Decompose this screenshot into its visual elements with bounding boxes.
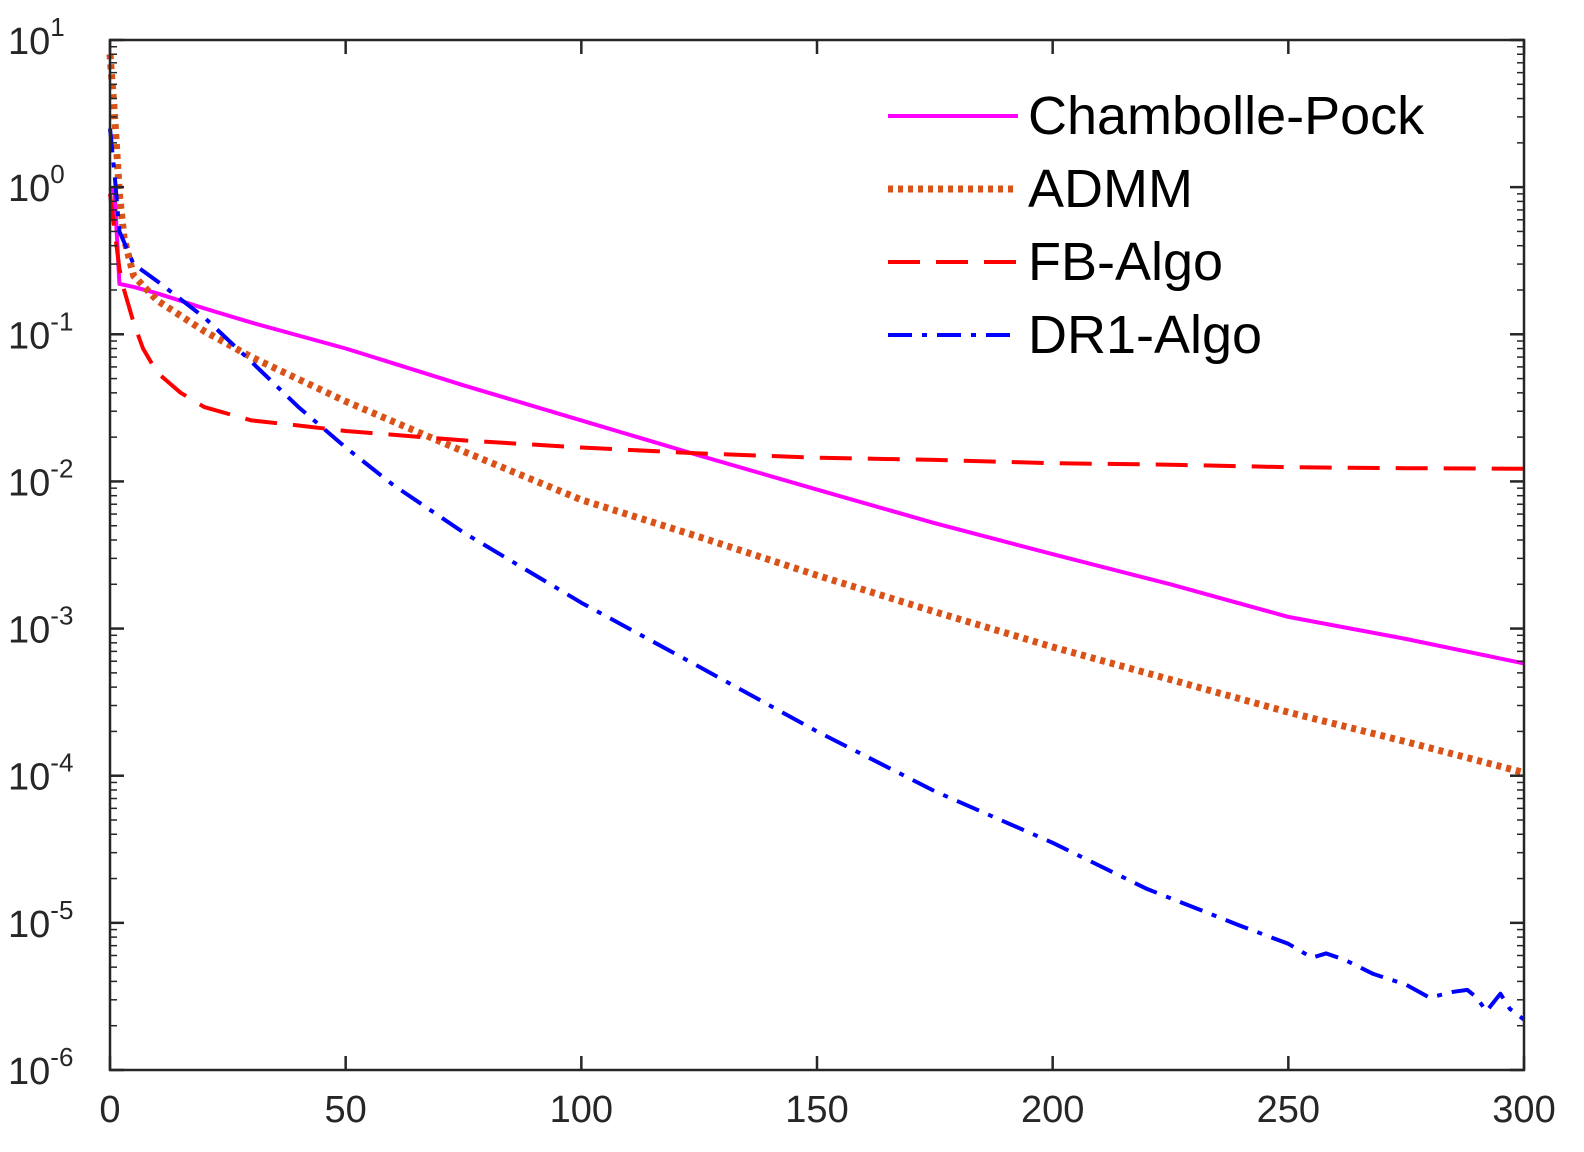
x-tick-label: 50 [325, 1089, 367, 1131]
series-layer [106, 54, 1526, 1022]
x-tick-label: 250 [1257, 1089, 1320, 1131]
y-tick-label: 10-4 [8, 748, 73, 799]
y-axis: 101 100 10-1 10-2 10-3 10-4 10-5 10-6 [8, 12, 1524, 1093]
legend-label-chambolle-pock: Chambolle-Pock [1028, 86, 1425, 146]
x-tick-label: 100 [550, 1089, 613, 1131]
series-line-chambolle-pock [108, 185, 1525, 666]
legend-label-dr1-algo: DR1-Algo [1028, 305, 1262, 365]
y-tick-label: 10-3 [8, 601, 73, 652]
y-tick-label: 101 [8, 12, 65, 63]
x-axis: 0 50 100 150 200 250 300 [99, 40, 1556, 1131]
series-line-fb-algo [108, 193, 1525, 471]
y-tick-label: 100 [8, 159, 65, 210]
legend-label-admm: ADMM [1028, 159, 1193, 219]
x-tick-label: 300 [1492, 1089, 1555, 1131]
x-tick-label: 0 [99, 1089, 120, 1131]
y-tick-label: 10-1 [8, 306, 73, 357]
x-tick-label: 200 [1021, 1089, 1084, 1131]
x-tick-label: 150 [785, 1089, 848, 1131]
y-tick-label: 10-2 [8, 453, 73, 504]
legend: Chambolle-Pock ADMM FB-Algo DR1-Algo [888, 86, 1425, 365]
y-tick-label: 10-6 [8, 1042, 73, 1093]
y-tick-label: 10-5 [8, 895, 73, 946]
series-line-dr1-algo [108, 128, 1526, 1022]
legend-label-fb-algo: FB-Algo [1028, 232, 1223, 292]
